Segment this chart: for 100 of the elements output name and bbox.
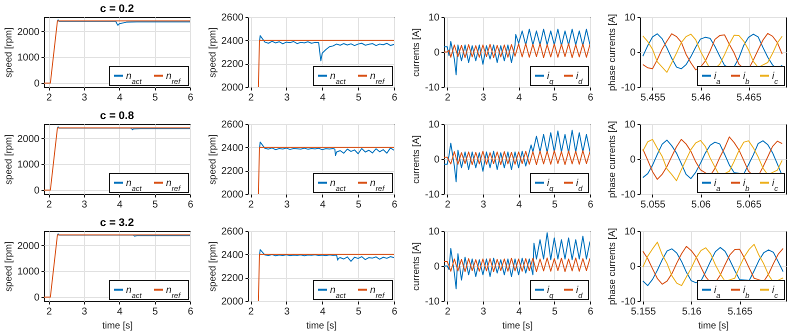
y-tick-label: -10 [425, 190, 440, 200]
y-tick-label: 0 [630, 154, 636, 166]
x-tick-label: 6 [392, 306, 398, 318]
legend-label: n$_{ref}$ [166, 70, 182, 86]
y-tick-label: -10 [425, 296, 440, 308]
x-axis-title: time [s] [502, 320, 533, 332]
y-tick-label: 0 [630, 48, 636, 58]
y-axis-title: speed [rpm] [3, 27, 14, 78]
y-axis-title: phase currents [A] [607, 228, 618, 306]
x-tick-label: 2 [46, 92, 52, 104]
y-tick-label: 2200 [221, 273, 244, 284]
y-tick-label: 10 [428, 226, 440, 238]
y-tick-label: 0 [434, 154, 440, 166]
x-tick-label: 3 [82, 200, 88, 210]
legend-label: i$_{c}$ [772, 178, 778, 192]
y-axis-title: currents [A] [411, 135, 422, 184]
y-tick-label: 10 [428, 12, 440, 24]
x-tick-label: 5 [152, 92, 158, 104]
chart-title: c = 0.8 [100, 110, 134, 122]
legend-label: n$_{ref}$ [166, 284, 182, 300]
x-tick-label: 5.06 [691, 200, 712, 210]
y-tick-label: 0 [34, 186, 40, 197]
y-tick-label: 0 [630, 262, 636, 272]
y-tick-label: 0 [434, 48, 440, 58]
y-axis-title: currents [A] [411, 242, 422, 291]
x-tick-label: 5 [552, 92, 558, 104]
y-axis-title: speed [rpm] [207, 241, 218, 292]
x-tick-label: 2 [444, 306, 451, 318]
legend-label: i$_{a}$ [714, 178, 720, 192]
y-tick-label: 2000 [221, 296, 244, 308]
y-tick-label: -10 [621, 190, 636, 200]
x-tick-label: 5 [356, 200, 362, 210]
x-tick-label: 5.155 [630, 306, 656, 318]
x-tick-label: 5.065 [736, 200, 762, 210]
y-tick-label: 1000 [17, 52, 40, 64]
x-tick-label: 3 [284, 200, 290, 210]
y-tick-label: 2200 [221, 166, 244, 178]
legend-label: i$_{d}$ [576, 70, 584, 86]
legend-label: n$_{ref}$ [370, 284, 386, 300]
y-tick-label: 2400 [221, 250, 244, 261]
legend-label: n$_{ref}$ [370, 70, 386, 86]
x-tick-label: 6 [392, 92, 398, 104]
x-tick-label: 5.455 [640, 92, 666, 104]
y-axis-title: speed [rpm] [3, 134, 14, 185]
legend-label: n$_{act}$ [330, 70, 346, 86]
y-tick-label: 1000 [17, 266, 40, 278]
legend-label: i$_{b}$ [743, 284, 750, 300]
y-tick-label: 2000 [221, 82, 244, 94]
x-tick-label: 3 [82, 92, 88, 104]
legend-label: i$_{b}$ [743, 178, 750, 192]
x-tick-label: 3 [284, 306, 290, 318]
y-axis-title: currents [A] [411, 28, 422, 77]
x-tick-label: 3 [82, 306, 88, 318]
y-tick-label: 2600 [221, 120, 244, 130]
legend-label: i$_{a}$ [714, 284, 720, 300]
y-tick-label: 2600 [221, 12, 244, 24]
x-tick-label: 4 [320, 92, 326, 104]
legend-label: i$_{b}$ [743, 70, 750, 86]
x-tick-label: 5.16 [682, 306, 702, 318]
x-tick-label: 2 [46, 200, 52, 210]
y-tick-label: 2200 [221, 59, 244, 70]
x-tick-label: 5.465 [736, 92, 762, 104]
y-axis-title: speed [rpm] [207, 27, 218, 78]
x-tick-label: 4 [320, 200, 326, 210]
x-tick-label: 3 [480, 200, 487, 210]
y-tick-label: 10 [624, 12, 636, 24]
x-tick-label: 4 [320, 306, 326, 318]
y-tick-label: 2000 [17, 26, 40, 38]
x-tick-label: 5 [152, 306, 158, 318]
x-tick-label: 4 [516, 306, 522, 318]
legend-label: n$_{act}$ [126, 178, 142, 192]
x-tick-label: 4 [117, 92, 124, 104]
legend-label: i$_{a}$ [714, 70, 720, 86]
y-tick-label: 0 [34, 78, 40, 90]
x-tick-label: 5.46 [691, 92, 712, 104]
x-tick-label: 6 [588, 92, 594, 104]
legend-label: i$_{d}$ [576, 178, 584, 192]
legend-label: n$_{act}$ [126, 284, 142, 300]
y-tick-label: 10 [624, 120, 636, 130]
y-tick-label: 10 [428, 120, 440, 130]
y-tick-label: 2400 [221, 142, 244, 154]
x-tick-label: 6 [188, 306, 194, 318]
y-tick-label: 2000 [17, 134, 40, 145]
x-tick-label: 5.055 [640, 200, 666, 210]
y-tick-label: 0 [434, 262, 440, 272]
x-tick-label: 6 [588, 306, 594, 318]
legend-label: n$_{act}$ [330, 178, 346, 192]
legend-label: i$_{d}$ [576, 284, 584, 300]
x-tick-label: 6 [188, 200, 194, 210]
x-axis-title: time [s] [698, 320, 729, 332]
y-axis-title: phase currents [A] [607, 120, 618, 198]
legend-label: n$_{act}$ [126, 70, 142, 86]
x-tick-label: 6 [392, 200, 398, 210]
chart-title: c = 3.2 [100, 217, 134, 229]
x-tick-label: 2 [444, 92, 451, 104]
y-tick-label: -10 [621, 82, 636, 94]
x-tick-label: 5 [552, 306, 558, 318]
x-axis-title: time [s] [102, 320, 133, 332]
legend-label: n$_{act}$ [330, 284, 346, 300]
legend-label: i$_{c}$ [772, 70, 778, 86]
